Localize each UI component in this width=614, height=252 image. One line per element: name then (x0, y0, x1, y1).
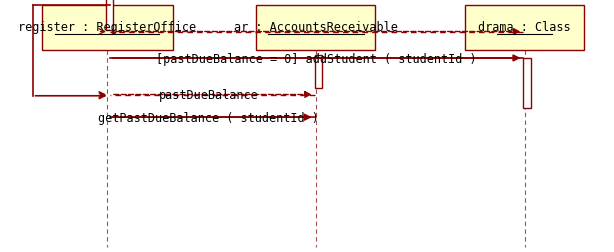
Text: ar : AccountsReceivable: ar : AccountsReceivable (234, 21, 398, 34)
Text: drama : Class: drama : Class (478, 21, 571, 34)
Bar (465, 5, 584, 50)
Bar (42, 5, 173, 50)
Bar (523, 58, 530, 108)
Text: getPastDueBalance ( studentId ): getPastDueBalance ( studentId ) (98, 112, 319, 125)
Text: pastDueBalance: pastDueBalance (158, 89, 258, 102)
Bar (256, 5, 376, 50)
Bar (106, 0, 113, 30)
Text: [pastDueBalance = 0] addStudent ( studentId ): [pastDueBalance = 0] addStudent ( studen… (155, 52, 476, 66)
Text: register : RegisterOffice: register : RegisterOffice (18, 21, 196, 34)
Bar (314, 55, 322, 88)
